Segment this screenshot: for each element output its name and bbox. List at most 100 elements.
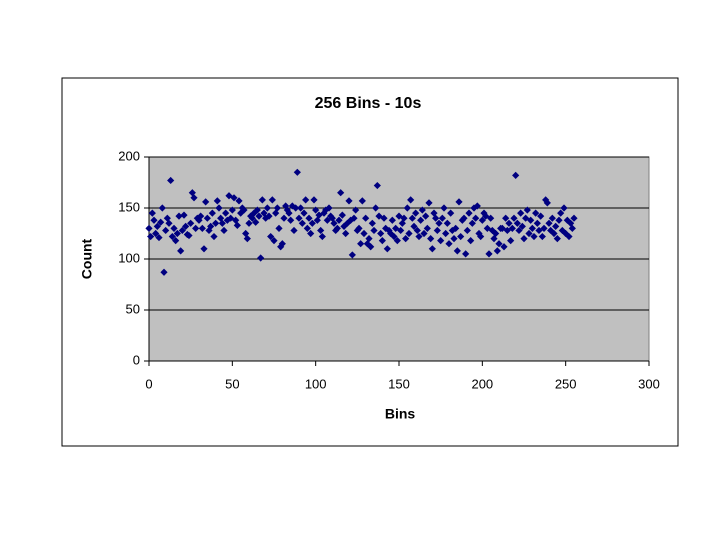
point: [443, 219, 451, 227]
point: [450, 235, 458, 243]
point: [437, 237, 445, 245]
point: [482, 212, 490, 220]
point: [277, 243, 285, 251]
point: [412, 209, 420, 217]
point: [485, 250, 493, 258]
point: [472, 214, 480, 222]
point: [415, 232, 423, 241]
point: [187, 219, 195, 227]
point: [368, 219, 376, 227]
point: [330, 219, 338, 227]
point: [492, 229, 500, 238]
point: [445, 240, 453, 248]
point: [378, 237, 386, 245]
point: [215, 204, 223, 212]
point: [468, 219, 476, 227]
point: [190, 194, 198, 202]
point: [222, 209, 230, 217]
point: [413, 226, 421, 235]
point: [352, 206, 360, 214]
point: [548, 214, 556, 222]
point: [427, 235, 435, 243]
point: [478, 216, 486, 224]
point: [423, 224, 431, 232]
point: [148, 209, 156, 217]
point: [255, 212, 263, 220]
point: [243, 235, 251, 243]
point: [382, 224, 390, 232]
point: [408, 214, 416, 222]
point: [512, 171, 520, 179]
point: [438, 214, 446, 222]
point: [182, 222, 190, 230]
point: [203, 214, 211, 222]
point: [465, 209, 473, 217]
point: [212, 219, 220, 227]
point: [520, 235, 528, 243]
point: [435, 219, 443, 227]
point: [273, 204, 281, 212]
point: [358, 197, 366, 205]
point: [393, 237, 401, 245]
point: [287, 216, 295, 224]
y-tick-label: 200: [118, 148, 140, 163]
point: [528, 224, 536, 232]
point: [252, 218, 260, 226]
point: [505, 219, 513, 227]
point: [258, 196, 266, 204]
point: [257, 254, 265, 262]
point: [570, 214, 578, 222]
point: [318, 232, 326, 241]
point: [552, 222, 560, 230]
x-tick-label: 100: [305, 376, 327, 391]
point: [418, 206, 426, 214]
point: [267, 232, 275, 241]
point: [508, 224, 516, 232]
point: [392, 224, 400, 232]
point: [200, 245, 208, 253]
point: [297, 204, 305, 212]
x-tick-label: 150: [388, 376, 410, 391]
x-tick-label: 0: [145, 376, 152, 391]
point: [210, 232, 218, 241]
point: [502, 214, 510, 222]
point: [462, 250, 470, 258]
point: [295, 214, 303, 222]
point: [372, 204, 380, 212]
point: [357, 240, 365, 248]
point: [338, 211, 346, 219]
point: [565, 232, 573, 241]
point: [233, 221, 241, 229]
point: [538, 232, 546, 241]
point: [293, 168, 301, 176]
point: [545, 219, 553, 227]
point: [158, 204, 166, 212]
x-tick-label: 300: [638, 376, 660, 391]
point: [527, 216, 535, 224]
point: [177, 247, 185, 255]
point: [425, 199, 433, 207]
point: [557, 209, 565, 217]
point: [253, 206, 261, 214]
point: [558, 226, 566, 235]
point: [370, 226, 378, 235]
point: [155, 233, 163, 242]
point: [185, 231, 193, 240]
point: [278, 240, 286, 248]
point: [327, 212, 335, 220]
point: [523, 206, 531, 214]
point: [285, 209, 293, 217]
point: [417, 216, 425, 224]
point: [270, 237, 278, 245]
point: [145, 224, 153, 232]
point: [518, 222, 526, 230]
point: [420, 229, 428, 238]
point: [308, 219, 316, 227]
point: [348, 251, 356, 259]
point: [377, 229, 385, 238]
point: [442, 229, 450, 238]
point: [383, 245, 391, 253]
y-tick-label: 0: [133, 352, 140, 367]
point: [397, 226, 405, 235]
point: [513, 219, 521, 227]
